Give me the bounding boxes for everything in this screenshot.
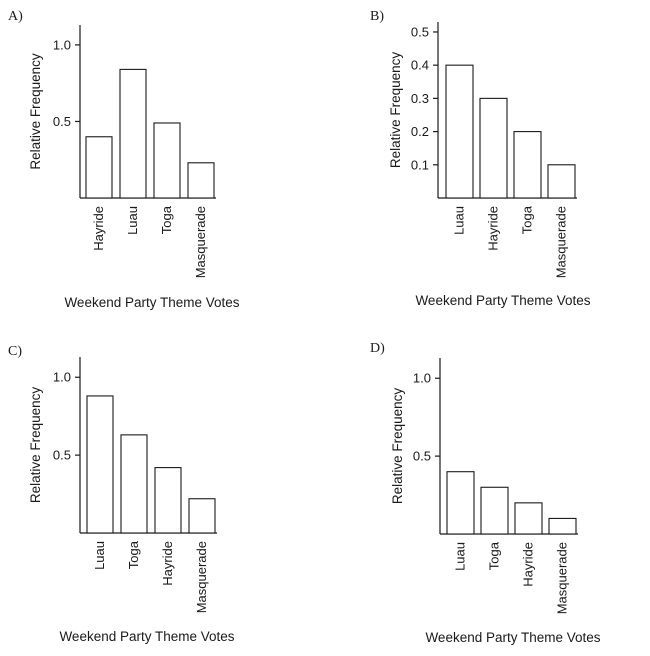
bar-toga bbox=[480, 486, 509, 535]
y-tick-label: 1.0 bbox=[413, 371, 431, 386]
x-tick-label: Hayride bbox=[160, 541, 175, 586]
y-tick-label: 0.5 bbox=[413, 449, 431, 464]
y-tick-label: 0.2 bbox=[411, 124, 429, 139]
x-axis-title: Weekend Party Theme Votes bbox=[415, 293, 590, 308]
y-tick-label: 0.3 bbox=[411, 91, 429, 106]
chart-panel-a: A) 0.5 1.0 Relative Frequency Hayride Luau Tog… bbox=[8, 9, 240, 310]
chart-panel-d: D) 0.5 1.0 Relative Frequency Luau Toga Hayrid… bbox=[370, 341, 601, 645]
x-axis-title: Weekend Party Theme Votes bbox=[64, 295, 239, 310]
x-tick-label: Hayride bbox=[521, 542, 536, 587]
bar-luau bbox=[446, 471, 475, 535]
bar-luau bbox=[119, 68, 147, 199]
y-axis-title: Relative Frequency bbox=[28, 53, 43, 170]
bar-toga bbox=[120, 434, 148, 534]
option-label-b: B) bbox=[370, 9, 384, 24]
x-tick-label: Hayride bbox=[486, 206, 501, 251]
y-tick-label: 0.5 bbox=[411, 24, 429, 39]
y-tick-label: 0.5 bbox=[53, 114, 71, 129]
x-tick-label: Masquerade bbox=[555, 542, 570, 614]
y-tick-label: 0.1 bbox=[411, 157, 429, 172]
x-tick-label: Toga bbox=[126, 540, 141, 569]
option-label-c: C) bbox=[8, 344, 22, 359]
x-tick-label: Hayride bbox=[91, 206, 106, 251]
x-axis-title: Weekend Party Theme Votes bbox=[59, 629, 234, 644]
y-tick-label: 0.4 bbox=[411, 58, 429, 73]
y-axis-title: Relative Frequency bbox=[388, 52, 403, 169]
y-tick-label: 1.0 bbox=[53, 370, 71, 385]
bar-masquerade bbox=[547, 164, 576, 199]
x-tick-label: Masquerade bbox=[194, 541, 209, 613]
x-tick-label: Toga bbox=[159, 205, 174, 234]
x-axis-title: Weekend Party Theme Votes bbox=[425, 630, 600, 645]
bar-masquerade bbox=[187, 162, 215, 199]
option-label-d: D) bbox=[370, 341, 385, 356]
bar-toga bbox=[513, 131, 542, 199]
chart-panel-c: C) 0.5 1.0 Relative Frequency Luau Toga Hayrid… bbox=[8, 344, 235, 644]
y-axis-title: Relative Frequency bbox=[28, 387, 43, 504]
x-tick-label: Luau bbox=[92, 541, 107, 570]
bar-toga bbox=[153, 122, 181, 199]
x-tick-label: Toga bbox=[520, 205, 535, 234]
bar-luau bbox=[445, 64, 474, 199]
x-tick-label: Luau bbox=[453, 542, 468, 571]
x-tick-label: Luau bbox=[452, 206, 467, 235]
y-tick-label: 1.0 bbox=[53, 37, 71, 52]
chart-panel-b: B) 0.1 0.2 0.3 0.4 0.5 Relative Frequency Luau H… bbox=[370, 9, 591, 308]
bar-masquerade bbox=[548, 517, 577, 535]
bar-hayride bbox=[514, 502, 543, 535]
bar-luau bbox=[86, 395, 114, 534]
x-tick-label: Masquerade bbox=[554, 206, 569, 278]
y-tick-label: 0.5 bbox=[53, 448, 71, 463]
x-tick-label: Toga bbox=[487, 541, 502, 570]
x-tick-label: Luau bbox=[125, 206, 140, 235]
bar-masquerade bbox=[188, 498, 216, 534]
y-axis-title: Relative Frequency bbox=[390, 388, 405, 505]
bar-hayride bbox=[154, 467, 182, 534]
option-label-a: A) bbox=[8, 9, 23, 24]
bar-hayride bbox=[479, 97, 508, 199]
x-tick-label: Masquerade bbox=[193, 206, 208, 278]
bar-hayride bbox=[85, 136, 113, 199]
